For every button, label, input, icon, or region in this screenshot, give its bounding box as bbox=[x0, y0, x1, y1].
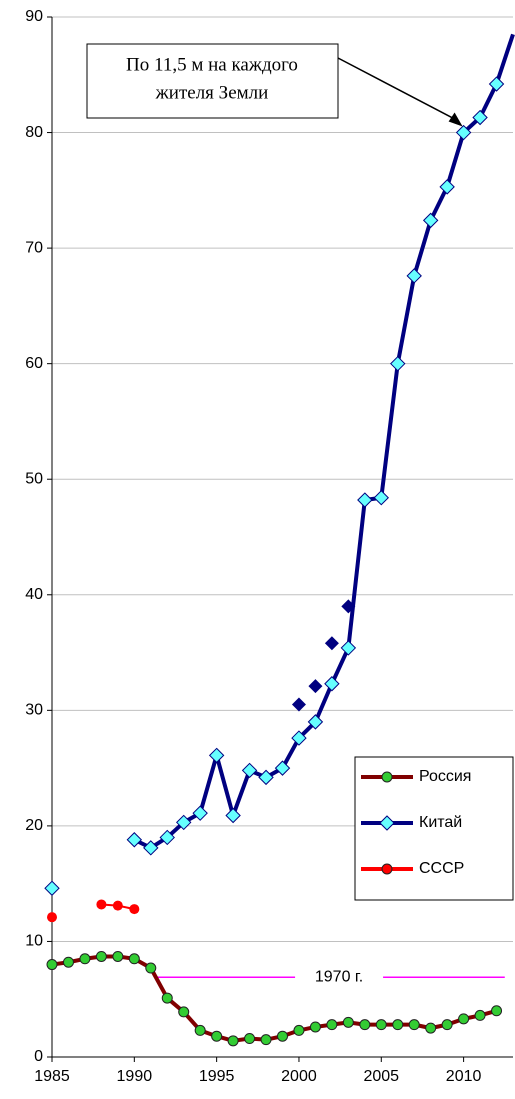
x-tick-label: 1995 bbox=[199, 1068, 235, 1085]
y-tick-label: 20 bbox=[25, 817, 43, 834]
marker bbox=[406, 268, 422, 284]
marker bbox=[441, 1019, 453, 1031]
marker bbox=[128, 953, 140, 965]
reference-label: 1970 г. bbox=[315, 968, 363, 985]
legend-label: СССР bbox=[419, 860, 464, 877]
marker bbox=[375, 1019, 387, 1031]
y-tick-label: 0 bbox=[34, 1048, 43, 1065]
marker bbox=[309, 1021, 321, 1033]
marker bbox=[472, 109, 488, 126]
marker bbox=[112, 950, 124, 962]
marker bbox=[96, 899, 107, 910]
marker bbox=[422, 212, 439, 229]
legend-label: Россия bbox=[419, 768, 471, 785]
y-tick-label: 90 bbox=[25, 8, 43, 25]
annotation-text: жителя Земли bbox=[155, 82, 269, 103]
marker bbox=[291, 730, 307, 746]
marker bbox=[390, 355, 406, 372]
marker bbox=[455, 124, 472, 141]
marker bbox=[208, 747, 225, 764]
marker bbox=[340, 640, 357, 656]
annotation-box bbox=[86, 43, 339, 119]
series-line bbox=[133, 33, 515, 850]
marker bbox=[225, 807, 241, 824]
x-tick-label: 2010 bbox=[446, 1068, 482, 1085]
marker bbox=[342, 1016, 354, 1028]
x-tick-label: 1990 bbox=[117, 1068, 153, 1085]
marker bbox=[192, 805, 208, 821]
marker bbox=[474, 1009, 486, 1021]
marker bbox=[324, 676, 340, 692]
y-tick-label: 70 bbox=[25, 239, 43, 256]
marker bbox=[291, 697, 306, 712]
marker bbox=[439, 179, 455, 195]
marker bbox=[308, 679, 323, 694]
marker bbox=[47, 912, 57, 923]
marker bbox=[458, 1013, 470, 1025]
marker bbox=[159, 829, 175, 846]
marker bbox=[274, 760, 291, 776]
marker bbox=[425, 1022, 437, 1034]
marker bbox=[129, 904, 140, 915]
marker bbox=[373, 490, 389, 506]
y-tick-label: 40 bbox=[25, 586, 43, 603]
series-line bbox=[51, 954, 498, 1043]
x-tick-label: 1985 bbox=[34, 1068, 70, 1085]
legend-marker bbox=[379, 815, 395, 831]
marker bbox=[143, 840, 159, 856]
marker bbox=[176, 814, 192, 831]
marker bbox=[277, 1030, 288, 1042]
marker bbox=[112, 900, 123, 911]
marker bbox=[241, 762, 258, 779]
marker bbox=[62, 956, 74, 968]
marker bbox=[293, 1024, 305, 1036]
marker bbox=[260, 1034, 272, 1046]
marker bbox=[324, 636, 339, 651]
y-tick-label: 50 bbox=[25, 470, 43, 487]
marker bbox=[488, 76, 505, 92]
marker bbox=[244, 1033, 256, 1045]
annotation-arrowhead bbox=[448, 112, 463, 127]
marker bbox=[79, 953, 91, 965]
marker bbox=[408, 1019, 420, 1031]
annotation-arrow bbox=[337, 57, 458, 122]
marker bbox=[178, 1006, 190, 1018]
y-tick-label: 60 bbox=[25, 355, 43, 372]
marker bbox=[161, 992, 173, 1004]
legend-label: Китай bbox=[419, 814, 462, 831]
marker bbox=[44, 880, 60, 896]
marker bbox=[491, 1005, 503, 1017]
legend-box bbox=[354, 756, 514, 901]
legend-marker bbox=[381, 863, 393, 875]
marker bbox=[392, 1019, 404, 1031]
marker bbox=[95, 950, 107, 962]
marker bbox=[227, 1035, 239, 1047]
y-tick-label: 80 bbox=[25, 124, 43, 141]
legend-marker bbox=[381, 771, 393, 783]
marker bbox=[357, 492, 373, 508]
marker bbox=[46, 959, 58, 971]
marker bbox=[145, 962, 157, 974]
marker bbox=[194, 1024, 206, 1036]
marker bbox=[126, 832, 143, 848]
x-tick-label: 2000 bbox=[281, 1068, 317, 1085]
marker bbox=[359, 1019, 371, 1031]
y-tick-label: 30 bbox=[25, 702, 43, 719]
marker bbox=[326, 1019, 338, 1031]
y-tick-label: 10 bbox=[25, 933, 43, 950]
x-tick-label: 2005 bbox=[363, 1068, 399, 1085]
marker bbox=[211, 1030, 223, 1042]
marker bbox=[341, 599, 356, 614]
reference-label-box bbox=[295, 962, 384, 993]
marker bbox=[258, 769, 274, 786]
marker bbox=[307, 714, 324, 730]
annotation-text: По 11,5 м на каждого bbox=[126, 54, 298, 75]
